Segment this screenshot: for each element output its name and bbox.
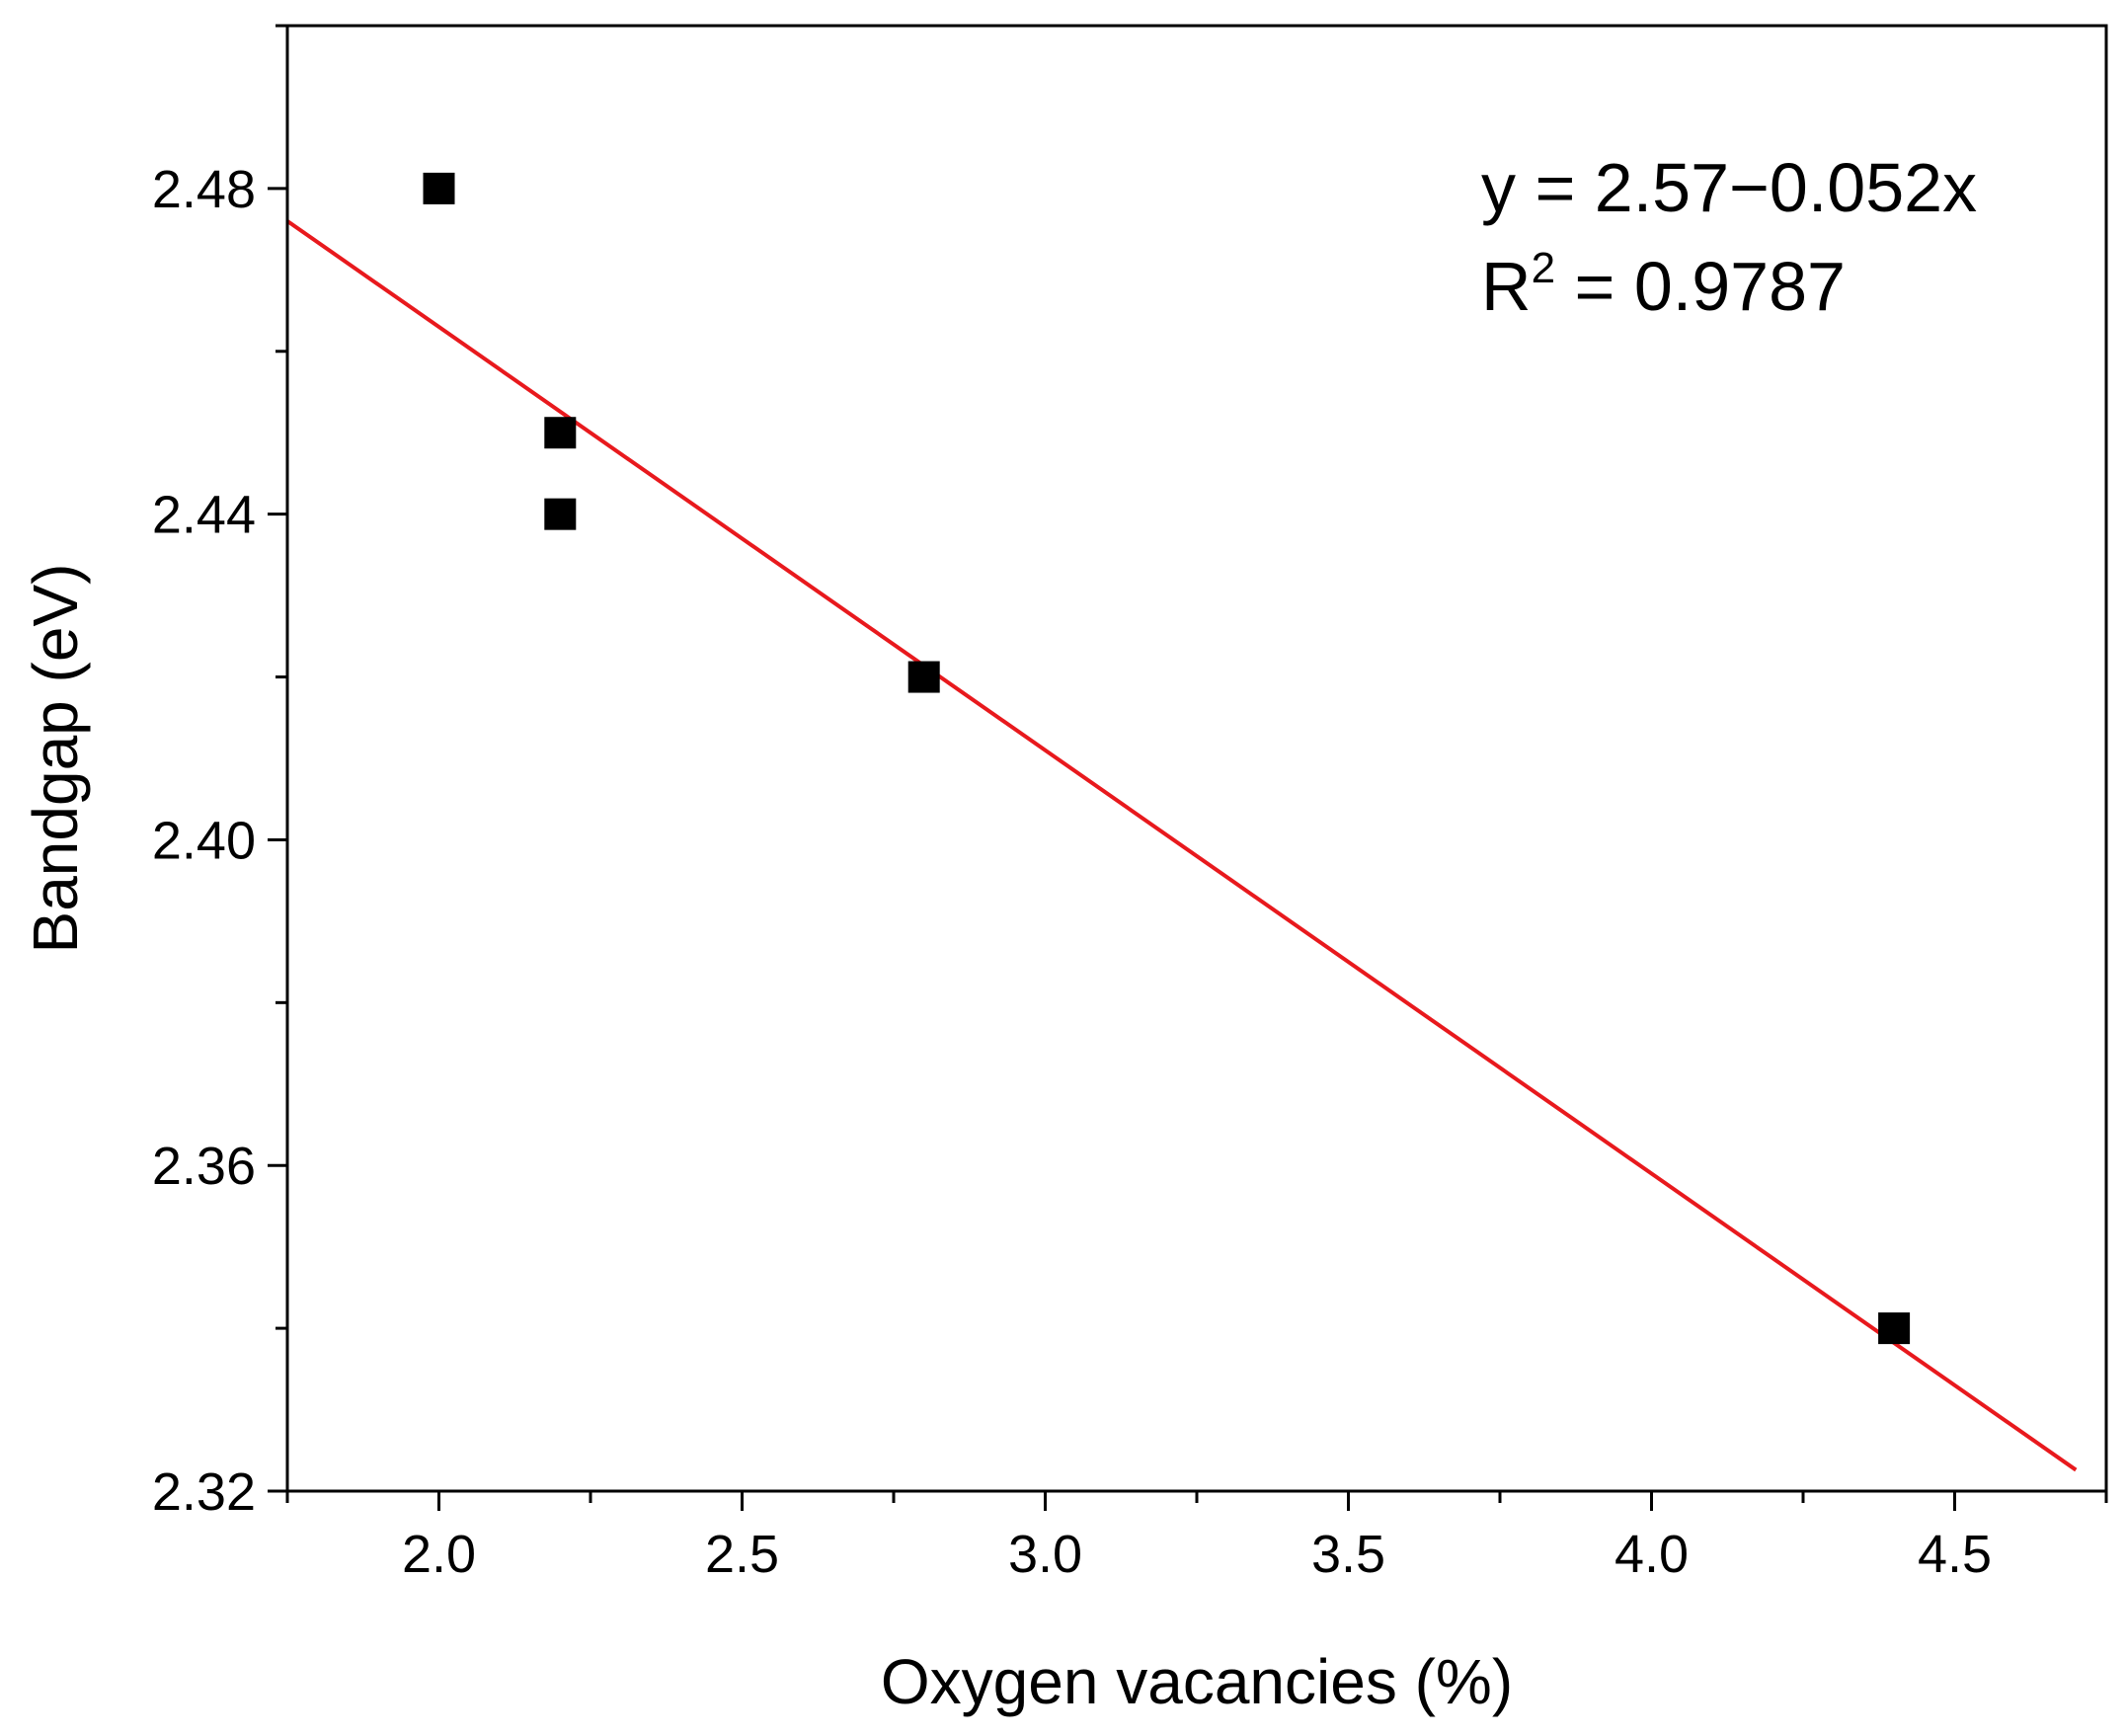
r-squared: R2 = 0.9787 (1481, 244, 1846, 325)
r-squared-superscript: 2 (1532, 244, 1555, 292)
y-tick-label: 2.36 (152, 1137, 256, 1196)
y-tick-label: 2.40 (152, 811, 256, 870)
x-tick-label: 3.0 (1008, 1525, 1082, 1584)
y-tick-label: 2.44 (152, 486, 256, 545)
data-point (544, 417, 577, 449)
y-axis-label: Bandgap (eV) (20, 564, 91, 954)
data-point (1878, 1312, 1911, 1345)
regression-line (285, 219, 2078, 1472)
data-point (544, 498, 577, 530)
x-tick-label: 4.0 (1614, 1525, 1689, 1584)
axis-ticks (268, 24, 2108, 1511)
r-squared-symbol: R (1481, 248, 1532, 325)
data-point (907, 661, 940, 693)
x-axis-label: Oxygen vacancies (%) (881, 1646, 1513, 1717)
x-tick-label: 2.5 (705, 1525, 779, 1584)
axis-tick-labels: 2.0 2.5 3.0 3.5 4.0 4.5 2.32 2.36 2.40 2.44 2.48 (152, 160, 1992, 1584)
r-squared-value: = 0.9787 (1555, 248, 1846, 325)
data-points (423, 172, 1911, 1345)
y-tick-label: 2.48 (152, 160, 256, 219)
fit-equation: y = 2.57−0.052x (1481, 149, 1977, 226)
x-tick-label: 3.5 (1311, 1525, 1385, 1584)
x-tick-label: 2.0 (402, 1525, 476, 1584)
y-tick-label: 2.32 (152, 1462, 256, 1522)
data-point (423, 172, 455, 204)
x-tick-label: 4.5 (1918, 1525, 1992, 1584)
plot-frame (285, 24, 2108, 1493)
